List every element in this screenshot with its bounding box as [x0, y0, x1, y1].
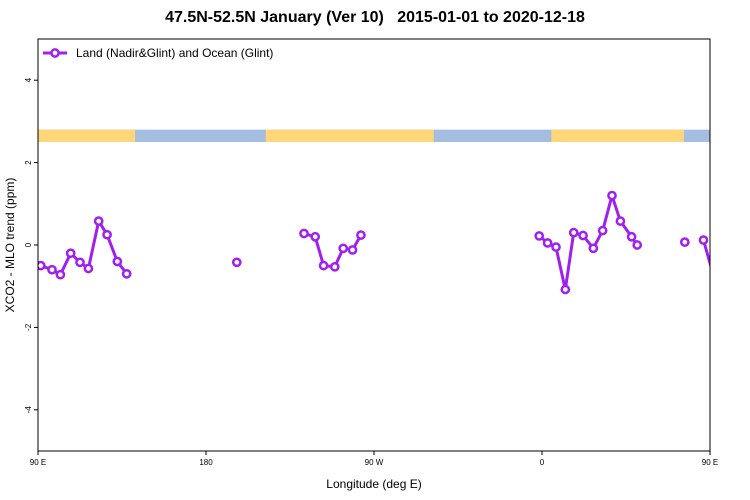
series-line [40, 219, 128, 277]
data-point [551, 242, 561, 252]
data-point [597, 225, 608, 236]
data-point [65, 248, 76, 259]
data-point [83, 263, 94, 274]
strip-land [265, 129, 434, 142]
data-point [38, 260, 46, 271]
y-tick-label: 0 [24, 242, 33, 247]
data-point [55, 269, 66, 280]
data-point [534, 231, 545, 241]
data-point [632, 240, 643, 250]
axes-layer: 90 E 180 90 W 0 90 E 4 2 0 -2 -4 [24, 77, 718, 467]
series-layer [38, 190, 710, 295]
plot-frame [37, 38, 711, 452]
data-point [578, 230, 588, 241]
x-tick-label: 180 [199, 458, 213, 467]
data-point [93, 216, 104, 226]
data-point [607, 190, 617, 201]
data-point [347, 245, 358, 255]
data-point [299, 228, 309, 239]
data-point [615, 216, 626, 226]
y-tick-label: 4 [24, 77, 33, 82]
legend-marker-swatch [50, 48, 60, 58]
data-point [231, 257, 242, 268]
y-tick-label: -2 [24, 323, 33, 331]
y-axis-title: XCO2 - MLO trend (ppm) [3, 178, 17, 313]
strip-land [38, 129, 136, 142]
surface-type-strip [38, 129, 710, 142]
data-point [318, 260, 329, 271]
series-line [538, 194, 639, 291]
legend: Land (Nadir&Glint) and Ocean (Glint) [43, 46, 273, 60]
data-point [338, 243, 349, 254]
data-point [356, 230, 366, 240]
data-point [310, 231, 321, 242]
strip-land [551, 129, 684, 142]
y-tick-label: 2 [24, 160, 33, 165]
data-point [329, 261, 340, 272]
data-point [75, 257, 85, 268]
data-point [560, 284, 571, 295]
x-tick-label: 90 E [702, 458, 718, 467]
data-point [568, 227, 579, 238]
data-point [47, 264, 57, 275]
x-tick-label: 0 [540, 458, 545, 467]
data-point [102, 229, 112, 240]
data-point [626, 231, 637, 242]
data-point [679, 237, 690, 247]
data-point [542, 238, 553, 248]
x-tick-label: 90 W [365, 458, 384, 467]
data-point [698, 235, 709, 245]
data-point [121, 268, 132, 279]
data-point [112, 256, 123, 267]
x-axis-title: Longitude (deg E) [326, 477, 421, 491]
x-tick-label: 90 E [30, 458, 46, 467]
chart-title: 47.5N-52.5N January (Ver 10) 2015-01-01 … [165, 9, 585, 26]
legend-entry-label: Land (Nadir&Glint) and Ocean (Glint) [76, 46, 273, 60]
y-tick-label: -4 [24, 406, 33, 414]
data-point [588, 243, 599, 254]
